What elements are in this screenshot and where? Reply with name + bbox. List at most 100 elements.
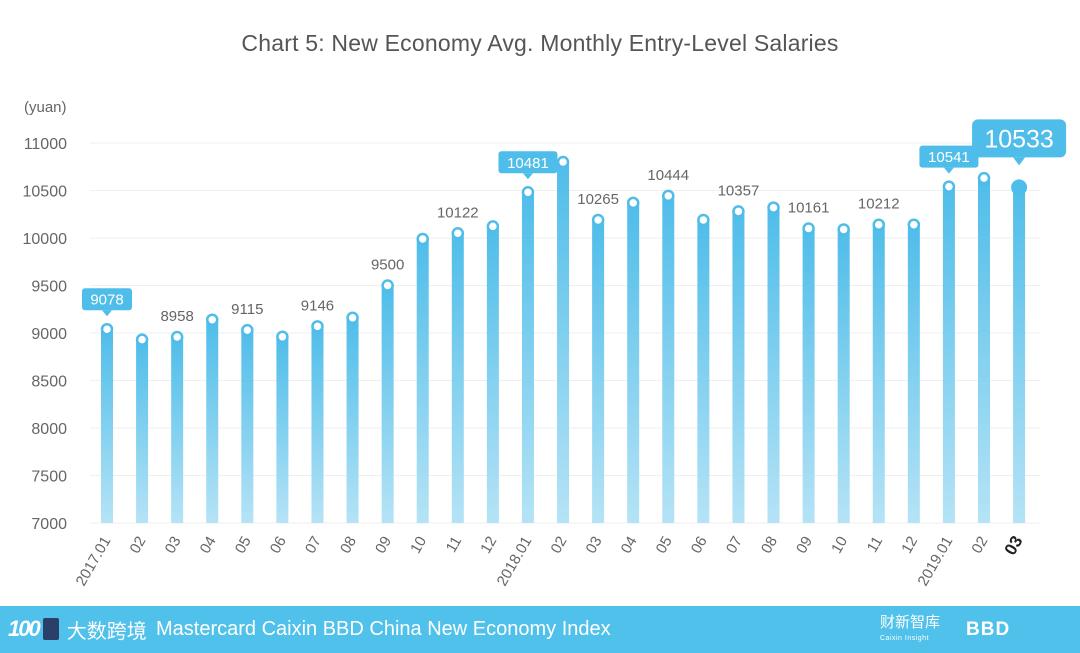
data-labels: 8958 9115 9146 9500 10122 10265 10444 10357 1016… xyxy=(160,167,899,325)
bar-marker-4 xyxy=(241,323,254,337)
caixin-logo: 财新智库 Caixin Insight xyxy=(880,615,940,647)
bar-5 xyxy=(276,336,289,523)
bar-3 xyxy=(206,319,219,523)
y-tick-label: 10000 xyxy=(23,231,68,248)
y-tick-label: 9500 xyxy=(31,279,67,296)
bar-chart: (yuan) 7000 7500 8000 8500 9000 9500 10000 1050… xyxy=(23,99,1067,589)
callout-box xyxy=(972,119,1067,158)
logo-text: 大数跨境 xyxy=(66,620,147,643)
x-tick-label-2: 03 xyxy=(162,534,185,557)
x-tick-label-16: 05 xyxy=(653,534,676,557)
index-name: Mastercard Caixin BBD China New Economy … xyxy=(156,618,611,640)
bar-11 xyxy=(486,226,499,523)
bar-8 xyxy=(381,285,394,523)
bar-marker-1 xyxy=(135,333,149,346)
y-axis-ticks: 7000 7500 8000 8500 9000 9500 10000 10500 11000 xyxy=(23,136,68,533)
callout-pointer xyxy=(1013,157,1026,166)
callout-text: 10533 xyxy=(984,125,1054,153)
bar-22 xyxy=(872,224,885,523)
x-tick-label-15: 04 xyxy=(618,534,641,557)
bar-marker-2 xyxy=(170,330,184,344)
callout-pointer xyxy=(102,310,112,317)
y-tick-label: 11000 xyxy=(24,136,67,153)
callout-box xyxy=(498,151,558,174)
x-tick-label-0: 2017.01 xyxy=(73,534,115,589)
x-tick-label-10: 11 xyxy=(443,534,466,556)
x-tick-label-9: 10 xyxy=(407,534,430,557)
x-tick-label-18: 07 xyxy=(723,534,746,557)
bar-marker-23 xyxy=(907,218,921,231)
x-tick-label-26: 03 xyxy=(1001,533,1027,559)
x-tick-label-6: 07 xyxy=(302,534,325,557)
data-label-20: 10161 xyxy=(788,200,830,217)
x-tick-label-7: 08 xyxy=(337,534,360,557)
bbd-logo: BBD xyxy=(966,619,1011,640)
bar-marker-21 xyxy=(837,223,850,236)
x-tick-label-21: 10 xyxy=(828,534,851,557)
x-tick-label-19: 08 xyxy=(758,534,781,557)
bar-6 xyxy=(311,326,324,523)
x-tick-label-20: 09 xyxy=(793,534,816,557)
chart-title: Chart 5: New Economy Avg. Monthly Entry-… xyxy=(241,30,839,56)
callout-box xyxy=(919,145,979,168)
data-label-4: 9115 xyxy=(231,301,263,318)
caixin-logo-sub: Caixin Insight xyxy=(880,635,930,642)
bar-marker-15 xyxy=(626,196,640,210)
data-label-16: 10444 xyxy=(647,167,689,184)
callout-24: 10541 xyxy=(919,145,979,174)
data-label-8: 9500 xyxy=(371,257,404,274)
bar-26 xyxy=(1013,187,1026,524)
bar-marker-20 xyxy=(802,222,815,235)
bar-0 xyxy=(101,329,113,523)
bar-21 xyxy=(837,229,850,523)
callout-text: 10541 xyxy=(928,149,970,166)
bar-marker-25 xyxy=(977,171,991,185)
bar-marker-17 xyxy=(697,213,710,227)
x-tick-label-8: 09 xyxy=(372,534,395,557)
bar-marker-8 xyxy=(381,279,394,292)
x-tick-label-25: 02 xyxy=(968,534,991,557)
x-tick-label-13: 02 xyxy=(547,534,570,557)
bar-24 xyxy=(942,186,955,524)
data-label-18: 10357 xyxy=(718,182,760,199)
bar-7 xyxy=(346,317,359,523)
data-label-14: 10265 xyxy=(577,191,619,208)
callout-pointer xyxy=(943,167,954,174)
bars xyxy=(100,155,1028,524)
bar-marker-10 xyxy=(451,227,465,240)
bar-marker-22 xyxy=(872,218,886,231)
bar-marker-19 xyxy=(767,201,780,214)
y-tick-label: 10500 xyxy=(23,184,68,201)
x-tick-label-22: 11 xyxy=(864,534,887,556)
x-tick-label-4: 05 xyxy=(232,534,255,557)
bar-10 xyxy=(451,233,464,523)
bar-marker-7 xyxy=(346,311,359,325)
x-tick-label-14: 03 xyxy=(583,534,606,557)
footer-bar: 100 大数跨境 Mastercard Caixin BBD China New… xyxy=(0,606,1080,653)
bar-9 xyxy=(416,238,429,523)
left-logo: 100 大数跨境 xyxy=(8,614,147,644)
callout-labels: 9078 10481 10541 10533 xyxy=(82,119,1067,317)
bar-marker-12 xyxy=(521,186,535,199)
y-tick-label: 8000 xyxy=(31,421,67,438)
bar-marker-14 xyxy=(591,213,605,227)
bar-19 xyxy=(767,207,780,523)
bar-marker-11 xyxy=(486,220,500,233)
bar-18 xyxy=(732,211,745,523)
callout-text: 9078 xyxy=(90,292,123,309)
bar-marker-26 xyxy=(1011,179,1028,196)
data-label-6: 9146 xyxy=(301,297,334,314)
data-label-10: 10122 xyxy=(437,204,479,221)
y-tick-label: 7000 xyxy=(31,516,67,533)
bar-marker-3 xyxy=(205,313,219,326)
callout-box xyxy=(82,288,132,311)
callout-12: 10481 xyxy=(498,151,558,180)
bar-marker-6 xyxy=(311,320,324,333)
bar-23 xyxy=(907,224,920,523)
logo-mark: 100 xyxy=(8,616,41,641)
x-tick-label-3: 04 xyxy=(197,534,220,557)
callout-pointer xyxy=(522,173,533,180)
bar-marker-13 xyxy=(556,155,570,169)
callout-26: 10533 xyxy=(972,119,1067,166)
